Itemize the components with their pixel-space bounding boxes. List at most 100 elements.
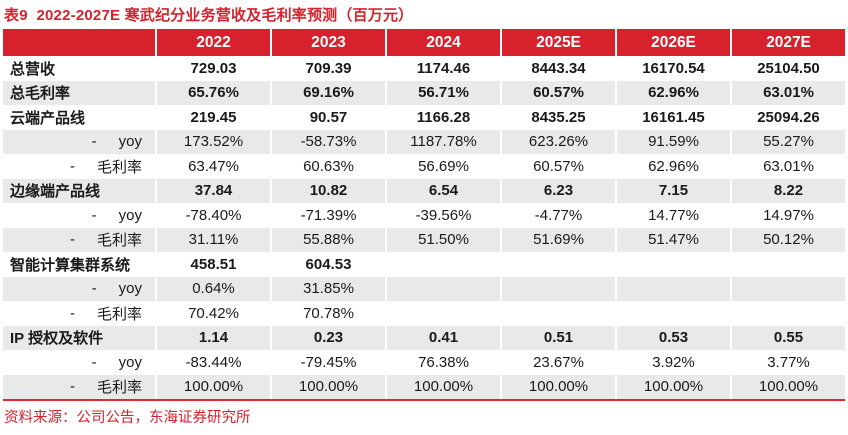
value-cell: 0.23	[270, 325, 385, 350]
year-column-header: 2024	[385, 29, 500, 56]
row-label-cell: - 毛利率	[3, 154, 155, 179]
value-cell: 63.01%	[730, 80, 845, 105]
indent-dash: -	[69, 378, 75, 396]
value-cell: 69.16%	[270, 80, 385, 105]
value-cell: 37.84	[155, 178, 270, 203]
value-cell: 0.51	[500, 325, 615, 350]
value-cell	[385, 301, 500, 326]
value-cell	[500, 276, 615, 301]
row-label-cell: - yoy	[3, 130, 155, 155]
value-cell: 100.00%	[730, 374, 845, 399]
forecast-table: 2022 2023 2024 2025E 2026E 2027E 总营收 729.03 709…	[3, 29, 845, 401]
row-label: 边缘端产品线	[10, 183, 101, 201]
row-label-cell: IP 授权及软件	[3, 326, 155, 351]
value-cell: 623.26%	[500, 129, 615, 154]
value-cell	[730, 252, 845, 277]
table-row: - 毛利率 63.47% 60.63% 56.69% 60.57% 62.96% 63.01%	[3, 154, 845, 179]
year-column-header: 2022	[155, 29, 270, 56]
table-row: - 毛利率 70.42% 70.78%	[3, 301, 845, 326]
value-cell: 1187.78%	[385, 129, 500, 154]
indent-dash: -	[91, 353, 97, 371]
row-label: 智能计算集群系统	[10, 256, 131, 274]
row-label-cell: 智能计算集群系统	[3, 252, 155, 277]
value-cell: 63.01%	[730, 154, 845, 179]
value-cell: 16170.54	[615, 56, 730, 81]
value-cell: 6.23	[500, 178, 615, 203]
value-cell: 173.52%	[155, 129, 270, 154]
value-cell	[730, 301, 845, 326]
value-cell: 1.14	[155, 325, 270, 350]
indent-dash: -	[91, 133, 97, 151]
row-label-cell: - 毛利率	[3, 375, 155, 400]
value-cell: 8435.25	[500, 105, 615, 130]
value-cell: 219.45	[155, 105, 270, 130]
row-label: 毛利率	[96, 232, 142, 250]
year-column-header: 2023	[270, 29, 385, 56]
value-cell: 100.00%	[155, 374, 270, 399]
value-cell: 25104.50	[730, 56, 845, 81]
table-row: 总营收 729.03 709.39 1174.46 8443.34 16170.54 251…	[3, 56, 845, 81]
value-cell: 70.42%	[155, 301, 270, 326]
table-row: - 毛利率 100.00% 100.00% 100.00% 100.00% 100.00% 1…	[3, 374, 845, 400]
table-row: 总毛利率 65.76% 69.16% 56.71% 60.57% 62.96% 63.01%	[3, 80, 845, 106]
value-cell: 16161.45	[615, 105, 730, 130]
value-cell: 3.92%	[615, 350, 730, 375]
value-cell: 56.71%	[385, 80, 500, 105]
value-cell: 100.00%	[500, 374, 615, 399]
table-body: 总营收 729.03 709.39 1174.46 8443.34 16170.54 251…	[3, 56, 845, 399]
value-cell: 23.67%	[500, 350, 615, 375]
value-cell	[385, 276, 500, 301]
value-cell: -58.73%	[270, 129, 385, 154]
row-label: 总营收	[10, 60, 56, 78]
value-cell: 709.39	[270, 56, 385, 81]
value-cell	[730, 276, 845, 301]
value-cell	[615, 252, 730, 277]
row-label: yoy	[118, 133, 142, 151]
value-cell: 55.88%	[270, 227, 385, 252]
value-cell: 3.77%	[730, 350, 845, 375]
value-cell: -78.40%	[155, 203, 270, 228]
value-cell	[385, 252, 500, 277]
row-label: yoy	[118, 280, 142, 298]
row-label: yoy	[118, 353, 142, 371]
value-cell: 65.76%	[155, 80, 270, 105]
table-row: IP 授权及软件 1.14 0.23 0.41 0.51 0.53 0.55	[3, 325, 845, 351]
row-label-cell: 总毛利率	[3, 81, 155, 106]
indent-dash: -	[69, 157, 75, 175]
value-cell: 100.00%	[615, 374, 730, 399]
value-cell: 1174.46	[385, 56, 500, 81]
value-cell: 100.00%	[270, 374, 385, 399]
value-cell: 6.54	[385, 178, 500, 203]
value-cell: 55.27%	[730, 129, 845, 154]
row-label-cell: 边缘端产品线	[3, 179, 155, 204]
table-row: - yoy -78.40% -71.39% -39.56% -4.77% 14.77% 14.…	[3, 203, 845, 228]
row-label: 总毛利率	[10, 85, 71, 103]
indent-dash: -	[69, 231, 75, 249]
indent-dash: -	[91, 280, 97, 298]
value-cell: 31.11%	[155, 227, 270, 252]
value-cell: -83.44%	[155, 350, 270, 375]
table-row: - yoy 0.64% 31.85%	[3, 276, 845, 301]
value-cell: -71.39%	[270, 203, 385, 228]
value-cell: 31.85%	[270, 276, 385, 301]
value-cell: 56.69%	[385, 154, 500, 179]
value-cell: 8.22	[730, 178, 845, 203]
value-cell	[500, 301, 615, 326]
value-cell: 14.97%	[730, 203, 845, 228]
year-column-header: 2025E	[500, 29, 615, 56]
value-cell: 25094.26	[730, 105, 845, 130]
value-cell: 60.57%	[500, 80, 615, 105]
value-cell: 604.53	[270, 252, 385, 277]
table-row: 边缘端产品线 37.84 10.82 6.54 6.23 7.15 8.22	[3, 178, 845, 204]
value-cell: 0.41	[385, 325, 500, 350]
row-label-cell: 云端产品线	[3, 105, 155, 130]
table-title: 表9 2022-2027E 寒武纪分业务营收及毛利率预测（百万元）	[4, 7, 414, 24]
row-label: 毛利率	[96, 379, 142, 397]
table-row: 智能计算集群系统 458.51 604.53	[3, 252, 845, 277]
row-label-cell: 总营收	[3, 56, 155, 81]
value-cell: 14.77%	[615, 203, 730, 228]
value-cell: -79.45%	[270, 350, 385, 375]
table-row: - yoy 173.52% -58.73% 1187.78% 623.26% 91.59% 5…	[3, 129, 845, 155]
value-cell: 0.53	[615, 325, 730, 350]
